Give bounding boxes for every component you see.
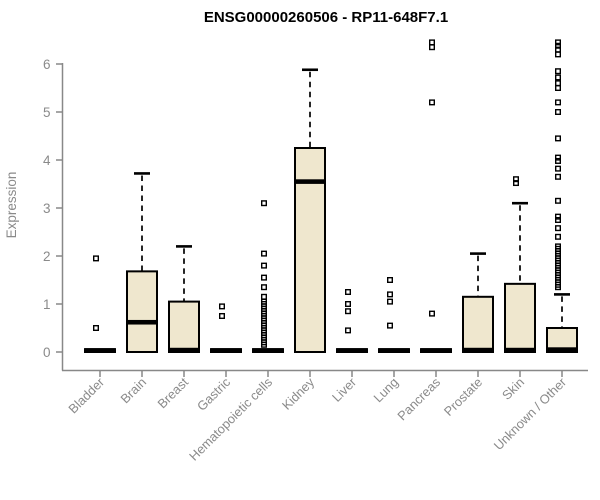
median-line (379, 348, 409, 353)
outlier-point (92, 325, 99, 332)
outlier-point (555, 42, 562, 49)
outlier-point (261, 262, 268, 269)
outlier-point (387, 298, 394, 305)
x-tick-label: Breast (154, 374, 191, 411)
median-line (337, 348, 367, 353)
x-tick-label: Bladder (65, 374, 107, 416)
x-tick-label: Pancreas (394, 375, 443, 424)
x-tick-label: Brain (117, 375, 149, 407)
median-line (253, 348, 283, 353)
median-line (211, 348, 241, 353)
outlier-point (387, 277, 394, 284)
outlier-point (555, 233, 562, 240)
x-tick-label: Lung (370, 375, 401, 406)
x-tick-label: Liver (329, 374, 360, 405)
outlier-point (218, 303, 225, 310)
y-tick-label: 6 (43, 57, 51, 72)
outlier-point (555, 80, 562, 87)
outlier-point (261, 200, 268, 207)
outlier-point (345, 301, 352, 308)
outlier-point (92, 255, 99, 262)
median-line (127, 319, 157, 325)
outlier-point (555, 99, 562, 106)
x-tick-label: Unknown / Other (491, 374, 570, 453)
y-tick-label: 3 (43, 201, 51, 216)
x-tick-label: Prostate (441, 375, 485, 419)
outlier-point (555, 51, 562, 58)
outlier-point (555, 135, 562, 142)
outlier-point (261, 293, 268, 300)
x-tick-label: Hematopoietic cells (186, 375, 275, 464)
median-line (421, 348, 451, 353)
median-line (505, 347, 535, 353)
box (504, 282, 536, 353)
outlier-point (555, 46, 562, 53)
box (294, 147, 326, 353)
outlier-point (345, 308, 352, 315)
outlier-point (555, 165, 562, 172)
box (126, 270, 158, 353)
outlier-point (429, 310, 436, 317)
outlier-point (261, 284, 268, 291)
outlier-point (345, 327, 352, 334)
outlier-point (555, 157, 562, 164)
box (168, 300, 200, 354)
outlier-point (555, 197, 562, 204)
outlier-point (555, 68, 562, 75)
y-tick-label: 1 (43, 297, 51, 312)
outlier-point (555, 173, 562, 180)
outlier-point (513, 180, 520, 187)
x-tick-label: Skin (499, 375, 527, 403)
x-tick-label: Gastric (194, 374, 234, 414)
y-tick-label: 0 (43, 345, 51, 360)
outlier-point (387, 322, 394, 329)
outlier-point (555, 213, 562, 220)
outlier-point (555, 284, 562, 291)
outlier-point (513, 176, 520, 183)
outlier-point (555, 108, 562, 115)
outlier-point (429, 39, 436, 46)
outlier-point (555, 74, 562, 81)
chart-title: ENSG00000260506 - RP11-648F7.1 (203, 9, 449, 26)
outlier-point (429, 99, 436, 106)
median-line (295, 179, 325, 184)
outlier-point (345, 289, 352, 296)
outlier-point (387, 291, 394, 298)
outlier-point (555, 154, 562, 161)
outlier-point (555, 39, 562, 46)
outlier-point (555, 84, 562, 91)
y-tick-label: 2 (43, 249, 51, 264)
outlier-point (429, 44, 436, 51)
median-line (547, 347, 577, 352)
outlier-point (261, 274, 268, 281)
box (462, 295, 494, 353)
x-tick-label: Kidney (279, 374, 318, 413)
outlier-point (555, 216, 562, 223)
outlier-point (555, 225, 562, 232)
outlier-point (218, 313, 225, 320)
median-line (463, 347, 493, 353)
median-line (169, 347, 199, 353)
median-line (85, 348, 115, 353)
y-tick-label: 4 (43, 153, 51, 168)
y-axis-title: Expression (4, 172, 19, 239)
outlier-point (261, 341, 268, 348)
y-tick-label: 5 (43, 105, 51, 120)
outlier-point (261, 250, 268, 257)
